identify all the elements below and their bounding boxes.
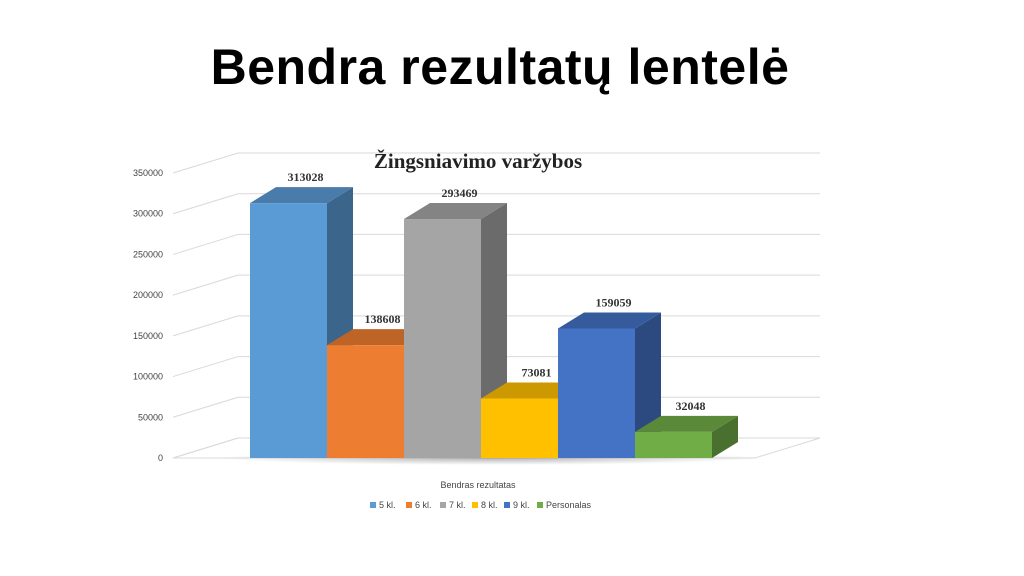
data-label: 138608 (365, 312, 401, 326)
data-label: 159059 (596, 295, 632, 309)
bar-top (635, 415, 738, 432)
y-tick-label: 150000 (133, 331, 163, 341)
legend-label: 9 kl. (513, 500, 530, 510)
gridline-side (172, 233, 239, 255)
bar-top (404, 203, 507, 220)
gridline-side (172, 396, 239, 418)
slide-title: Bendra rezultatų lentelė (210, 39, 790, 95)
bar-front (250, 203, 327, 458)
legend-swatch (537, 502, 543, 508)
legend-label: 8 kl. (481, 500, 498, 510)
legend-swatch (406, 502, 412, 508)
y-tick-label: 250000 (133, 249, 163, 259)
legend-label: 6 kl. (415, 500, 432, 510)
data-labels: 313028 138608 293469 73081 159059 32048 (288, 170, 706, 413)
legend-label: 7 kl. (449, 500, 466, 510)
gridline-side (172, 356, 239, 378)
y-tick-label: 300000 (133, 209, 163, 219)
legend-label: 5 kl. (379, 500, 396, 510)
chart-bars (250, 187, 738, 458)
legend-item: 5 kl. (370, 500, 396, 510)
legend-item: 7 kl. (440, 500, 466, 510)
legend-label: Personalas (546, 500, 592, 510)
legend-swatch (472, 502, 478, 508)
bar-front (481, 398, 558, 458)
legend-item: 6 kl. (406, 500, 432, 510)
bar-top (250, 187, 353, 204)
chart-legend: 5 kl. 6 kl. 7 kl. 8 kl. 9 kl. Personalas (370, 500, 592, 510)
x-category-label: Bendras rezultatas (440, 480, 516, 490)
gridline-side (172, 274, 239, 296)
data-label: 73081 (522, 365, 552, 379)
bar-front (635, 431, 712, 458)
gridline-side (172, 315, 239, 337)
bar-side (712, 415, 738, 458)
bar-top (558, 312, 661, 329)
y-tick-label: 100000 (133, 372, 163, 382)
y-tick-label: 350000 (133, 168, 163, 178)
y-tick-label: 0 (158, 453, 163, 463)
legend-item: Personalas (537, 500, 592, 510)
data-label: 313028 (288, 170, 324, 184)
legend-item: 9 kl. (504, 500, 530, 510)
legend-swatch (504, 502, 510, 508)
legend-swatch (370, 502, 376, 508)
legend-swatch (440, 502, 446, 508)
y-axis-ticks: 0 50000 100000 150000 200000 250000 300000 3500… (133, 168, 163, 463)
y-tick-label: 50000 (138, 412, 163, 422)
bar-front (327, 345, 404, 458)
bar-front (404, 219, 481, 458)
legend-item: 8 kl. (472, 500, 498, 510)
y-tick-label: 200000 (133, 290, 163, 300)
data-label: 32048 (676, 399, 706, 413)
data-label: 293469 (442, 186, 478, 200)
bar-personalas (635, 415, 738, 458)
bar-front (558, 328, 635, 458)
gridline-side (172, 193, 239, 215)
bar-9-kl (558, 312, 661, 458)
gridline-side (172, 152, 239, 174)
